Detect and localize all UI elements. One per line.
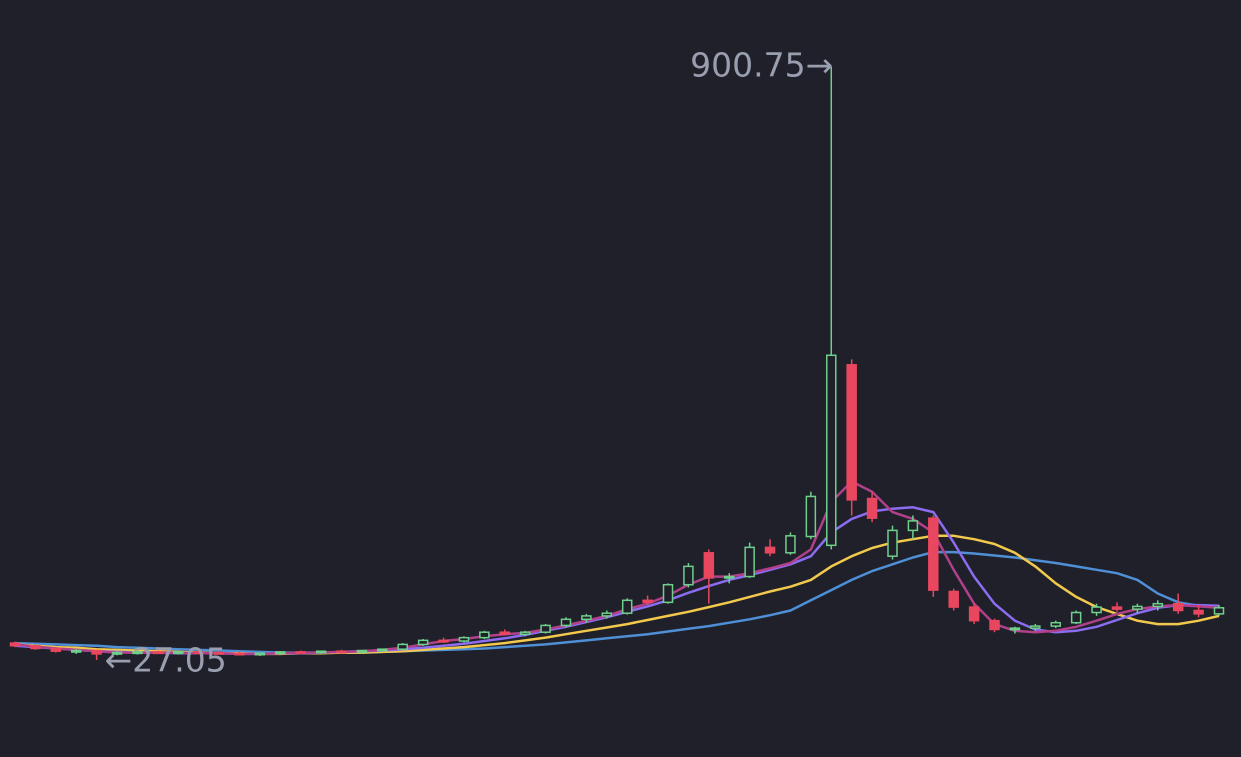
candle-body xyxy=(1009,627,1021,631)
high-label: 900.75→ xyxy=(690,46,833,85)
candle-body xyxy=(928,517,939,591)
candle-body xyxy=(70,649,82,653)
candle-body xyxy=(1111,606,1123,610)
candle-body xyxy=(826,354,837,547)
candle-body xyxy=(9,642,21,647)
candle-body xyxy=(703,552,715,579)
candle-body xyxy=(723,575,735,579)
candle-body xyxy=(540,624,551,633)
candle-body xyxy=(91,649,102,655)
candle-body xyxy=(132,651,143,655)
candle-body xyxy=(785,535,796,554)
candle-body xyxy=(275,651,286,655)
candle-body xyxy=(764,546,776,554)
candle-body xyxy=(744,546,755,578)
candle-body xyxy=(683,565,694,586)
candle-body xyxy=(989,619,1000,631)
candle-body xyxy=(295,651,306,655)
candle-body xyxy=(499,631,511,635)
candle-body xyxy=(479,631,490,639)
ma-line xyxy=(14,550,1220,654)
candle-body xyxy=(458,636,470,642)
candle-body xyxy=(968,606,980,622)
candle-body xyxy=(336,650,347,654)
candle-body xyxy=(315,650,327,654)
candle-body xyxy=(213,651,225,655)
candles xyxy=(9,67,1225,660)
candle-body xyxy=(581,615,592,621)
candle-body xyxy=(662,583,674,604)
candle-body xyxy=(907,520,919,532)
candle-body xyxy=(560,618,572,627)
candle-body xyxy=(846,364,857,501)
candle-body xyxy=(173,651,184,655)
candle-body xyxy=(948,590,959,608)
candle-body xyxy=(1050,621,1061,627)
candle-body xyxy=(1152,602,1164,608)
candle-body xyxy=(601,612,613,617)
candle-body xyxy=(1070,611,1082,624)
candle-body xyxy=(30,645,41,650)
candle-body xyxy=(356,649,368,653)
candle-body xyxy=(1193,609,1204,615)
candle-body xyxy=(397,643,408,650)
candle-body xyxy=(1213,607,1225,615)
candle-body xyxy=(1030,625,1041,629)
candle-body xyxy=(234,652,245,656)
low-label: ←27.05 xyxy=(105,641,227,680)
annotations: 900.75→ ←27.05 xyxy=(105,46,834,680)
candle-body xyxy=(377,648,388,652)
candle-body xyxy=(642,599,653,604)
candle-body xyxy=(152,651,164,655)
candle-body xyxy=(887,529,898,557)
candle-body xyxy=(1132,605,1143,610)
candle-body xyxy=(519,631,531,635)
candle-body xyxy=(111,651,123,655)
candle-body xyxy=(438,639,449,643)
candle-body xyxy=(805,495,817,538)
candle-body xyxy=(417,639,429,646)
candle-body xyxy=(254,652,266,656)
candle-body xyxy=(1091,606,1102,614)
candle-body xyxy=(866,497,878,519)
candle-body xyxy=(1172,602,1184,612)
candle-body xyxy=(621,599,633,614)
candle-body xyxy=(193,651,204,655)
candle-body xyxy=(50,647,62,652)
